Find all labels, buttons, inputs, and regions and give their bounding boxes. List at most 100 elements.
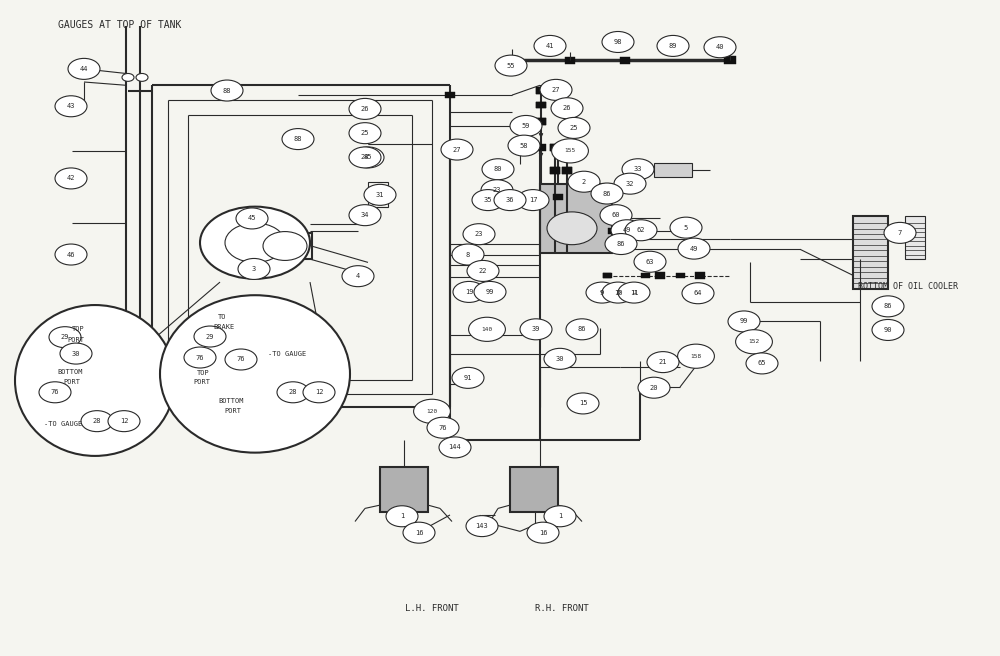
Ellipse shape	[160, 295, 350, 453]
Text: 76: 76	[196, 354, 204, 361]
Text: L.H. FRONT: L.H. FRONT	[405, 604, 459, 613]
Bar	[516, 140, 525, 146]
Text: 21: 21	[659, 359, 667, 365]
Circle shape	[647, 352, 679, 373]
Text: 64: 64	[694, 290, 702, 297]
Text: 16: 16	[539, 529, 547, 536]
Text: 4: 4	[356, 273, 360, 279]
Text: 20: 20	[650, 384, 658, 391]
Bar	[536, 102, 546, 108]
Text: 65: 65	[758, 360, 766, 367]
Circle shape	[638, 377, 670, 398]
Text: 23: 23	[475, 231, 483, 237]
Text: 62: 62	[637, 227, 645, 234]
Text: 39: 39	[532, 326, 540, 333]
Circle shape	[728, 311, 760, 332]
Bar	[562, 144, 572, 151]
Circle shape	[508, 135, 540, 156]
Text: 144: 144	[449, 444, 461, 451]
Text: 158: 158	[690, 354, 702, 359]
Text: 16: 16	[415, 529, 423, 536]
Circle shape	[453, 281, 485, 302]
Circle shape	[534, 35, 566, 56]
Circle shape	[625, 220, 657, 241]
Circle shape	[469, 318, 505, 341]
Circle shape	[558, 117, 590, 138]
Circle shape	[236, 208, 268, 229]
Circle shape	[68, 58, 100, 79]
Text: 41: 41	[546, 43, 554, 49]
Text: 89: 89	[669, 43, 677, 49]
Text: 152: 152	[748, 339, 760, 344]
Text: 76: 76	[51, 389, 59, 396]
Circle shape	[602, 31, 634, 52]
Text: 85: 85	[364, 154, 372, 161]
Text: 98: 98	[614, 39, 622, 45]
Text: 60: 60	[612, 212, 620, 218]
Bar	[300, 355, 318, 363]
Text: 80: 80	[494, 166, 502, 173]
Circle shape	[884, 222, 916, 243]
Text: 86: 86	[617, 241, 625, 247]
Text: 15: 15	[579, 400, 587, 407]
Bar	[550, 144, 560, 151]
Circle shape	[467, 260, 499, 281]
Bar	[565, 57, 575, 64]
Text: 17: 17	[529, 197, 537, 203]
Circle shape	[427, 417, 459, 438]
Text: 86: 86	[603, 190, 611, 197]
Circle shape	[349, 205, 381, 226]
Bar	[536, 144, 546, 151]
Bar	[608, 228, 616, 234]
Circle shape	[624, 286, 644, 299]
Circle shape	[510, 115, 542, 136]
Text: 86: 86	[578, 326, 586, 333]
Bar	[83, 388, 103, 395]
Text: 1: 1	[558, 513, 562, 520]
Circle shape	[277, 382, 309, 403]
Circle shape	[495, 55, 527, 76]
Text: 86: 86	[884, 303, 892, 310]
Circle shape	[567, 393, 599, 414]
Text: 49: 49	[623, 227, 631, 234]
Bar	[550, 167, 560, 174]
Bar	[506, 56, 518, 64]
Text: 25: 25	[570, 125, 578, 131]
Text: 90: 90	[884, 327, 892, 333]
Bar	[724, 56, 736, 64]
Circle shape	[55, 96, 87, 117]
Text: 5: 5	[684, 224, 688, 231]
Text: 155: 155	[564, 148, 576, 154]
Bar	[515, 120, 525, 127]
Circle shape	[414, 400, 450, 423]
Bar	[536, 102, 546, 108]
Text: 76: 76	[439, 424, 447, 431]
Bar	[676, 273, 685, 278]
Text: 28: 28	[289, 389, 297, 396]
Text: PORT: PORT	[67, 337, 84, 343]
Text: -TO GAUGE: -TO GAUGE	[44, 421, 82, 428]
Bar	[608, 237, 616, 242]
Text: R.H. FRONT: R.H. FRONT	[535, 604, 589, 613]
Bar	[603, 273, 611, 278]
Circle shape	[614, 173, 646, 194]
Text: 40: 40	[716, 44, 724, 51]
Text: 11: 11	[630, 289, 638, 296]
Text: 29: 29	[61, 334, 69, 340]
Text: 10: 10	[614, 289, 622, 296]
Text: GAUGES AT TOP OF TANK: GAUGES AT TOP OF TANK	[58, 20, 181, 30]
Text: 88: 88	[223, 87, 231, 94]
Circle shape	[552, 139, 588, 163]
Bar	[260, 356, 268, 361]
Circle shape	[872, 319, 904, 340]
Circle shape	[551, 98, 583, 119]
Bar	[608, 215, 616, 220]
Text: 63: 63	[646, 258, 654, 265]
Text: BOTTOM OF OIL COOLER: BOTTOM OF OIL COOLER	[858, 282, 958, 291]
Text: BOTTOM: BOTTOM	[218, 398, 244, 405]
Text: 12: 12	[315, 389, 323, 396]
Bar	[536, 87, 546, 94]
Bar	[515, 140, 525, 146]
Circle shape	[184, 347, 216, 368]
Circle shape	[602, 282, 634, 303]
